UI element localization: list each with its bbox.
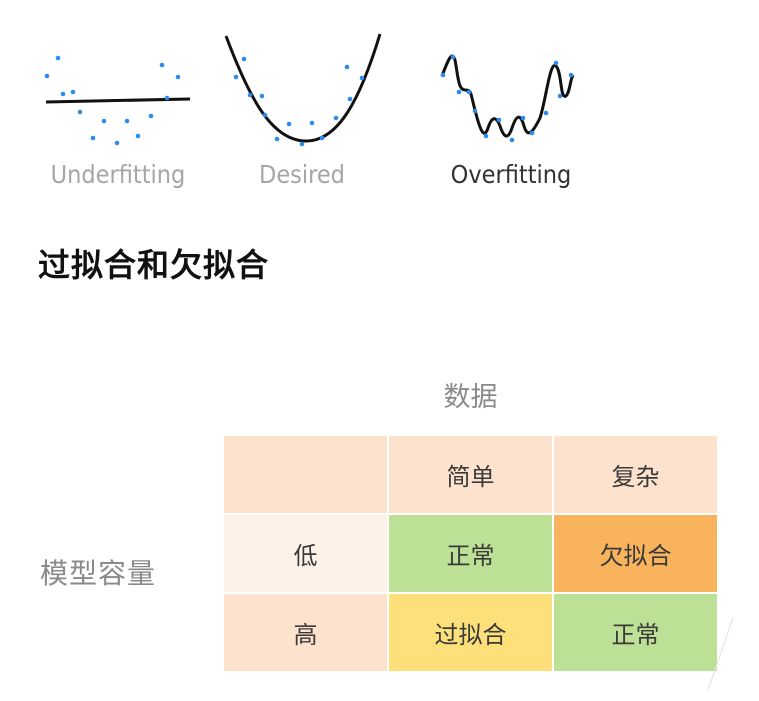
data-point	[164, 95, 170, 101]
data-point	[440, 72, 446, 78]
data-point	[472, 108, 478, 114]
cell-high-complex: 正常	[554, 594, 717, 671]
data-point	[466, 89, 472, 95]
data-point	[259, 93, 265, 99]
data-point	[344, 64, 350, 70]
underfitting-points	[44, 55, 181, 146]
data-point	[241, 56, 247, 62]
data-point	[319, 135, 325, 141]
data-point	[456, 89, 462, 95]
data-point	[90, 135, 96, 141]
cell-high-simple: 过拟合	[389, 594, 552, 671]
underfitting-plot	[44, 55, 191, 146]
fitting-plots-svg	[44, 33, 575, 147]
data-point	[496, 117, 502, 123]
desired-points	[233, 56, 365, 147]
data-point	[299, 141, 305, 147]
data-point	[333, 115, 339, 121]
overfitting-plot	[440, 54, 575, 143]
desired-label: Desired	[259, 160, 345, 189]
data-point	[309, 120, 315, 126]
column-header-complex: 复杂	[554, 436, 717, 513]
data-point	[70, 89, 76, 95]
overfitting-label: Overfitting	[450, 160, 572, 189]
data-point	[286, 121, 292, 127]
data-point	[262, 112, 268, 118]
data-point	[347, 96, 353, 102]
data-point	[159, 62, 165, 68]
column-group-label: 数据	[443, 382, 498, 413]
data-point	[529, 130, 535, 136]
data-point	[450, 54, 456, 60]
data-point	[233, 74, 239, 80]
cell-low-simple: 正常	[389, 515, 552, 592]
data-point	[543, 110, 549, 116]
data-point	[557, 93, 563, 99]
overfitting-points	[440, 54, 574, 143]
data-point	[114, 140, 120, 146]
data-point	[274, 136, 280, 142]
data-point	[359, 75, 365, 81]
decorative-line	[707, 617, 734, 691]
desired-curve	[224, 33, 382, 143]
data-point	[175, 74, 181, 80]
row-header-high: 高	[224, 594, 387, 671]
fitting-illustration: Underfitting Desired Overfitting	[0, 0, 759, 210]
data-point	[44, 73, 50, 79]
data-point	[55, 55, 61, 61]
data-point	[509, 137, 515, 143]
fitting-matrix: 简单 复杂 低 正常 欠拟合 高 过拟合 正常	[224, 436, 720, 672]
overfitting-curve	[440, 54, 575, 138]
data-point	[77, 109, 83, 115]
column-header-simple: 简单	[389, 436, 552, 513]
row-group-label: 模型容量	[40, 557, 157, 590]
data-point	[553, 60, 559, 66]
data-point	[60, 91, 66, 97]
row-header-low: 低	[224, 515, 387, 592]
data-point	[520, 115, 526, 121]
data-point	[101, 118, 107, 124]
section-title: 过拟合和欠拟合	[38, 246, 270, 284]
data-point	[135, 133, 141, 139]
data-point	[247, 92, 253, 98]
data-point	[148, 113, 154, 119]
cell-low-complex: 欠拟合	[554, 515, 717, 592]
desired-plot	[224, 33, 382, 147]
data-point	[568, 72, 574, 78]
matrix-corner-cell	[224, 436, 387, 513]
data-point	[124, 118, 130, 124]
underfitting-label: Underfitting	[50, 160, 186, 189]
data-point	[483, 133, 489, 139]
